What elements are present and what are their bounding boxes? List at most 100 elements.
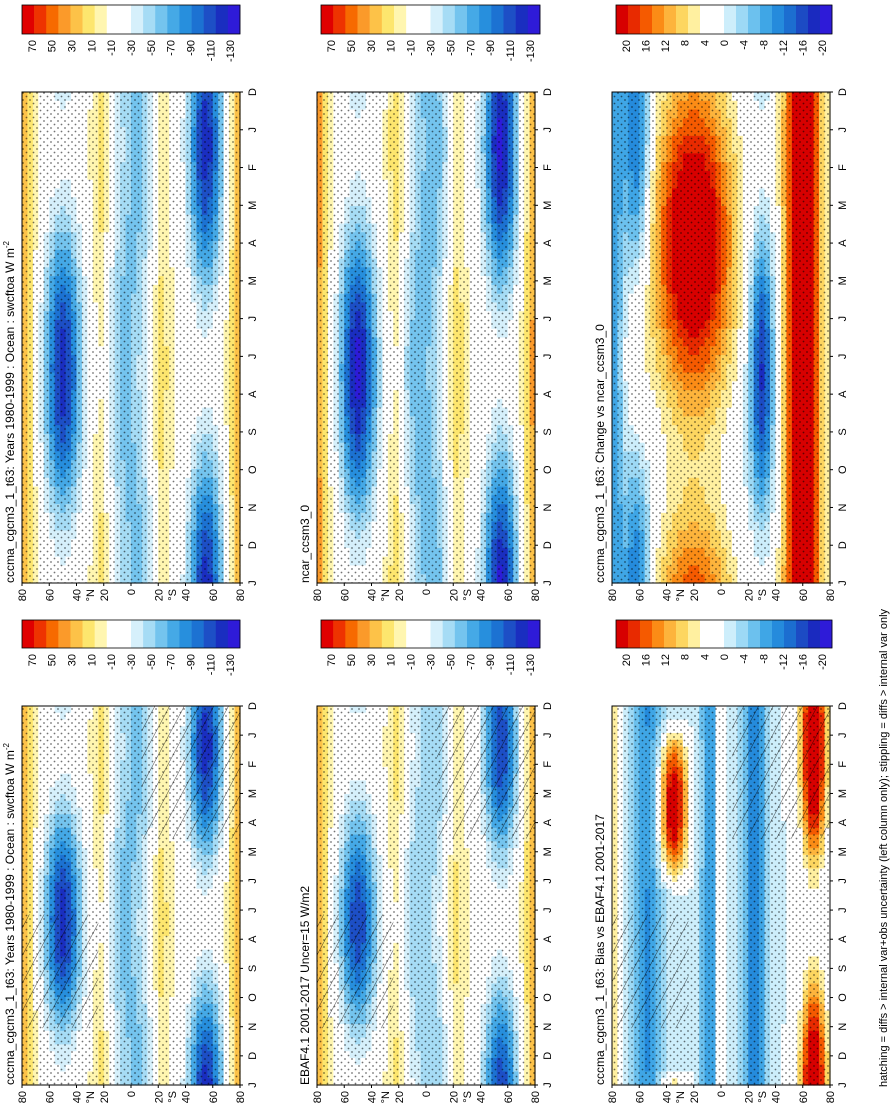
colorbar-label: 70	[27, 654, 39, 666]
colorbar-swatch	[215, 620, 229, 648]
month-tick-label: J	[247, 1082, 259, 1088]
colorbar-label: -50	[146, 40, 158, 56]
stippling-overlay	[22, 92, 240, 583]
month-tick-label: N	[247, 503, 259, 511]
colorbar-swatch	[155, 5, 168, 34]
month-tick-label: S	[247, 428, 259, 435]
colorbar-label: 30	[67, 40, 79, 52]
month-tick-label: F	[247, 164, 259, 171]
month-tick-label: D	[247, 702, 259, 710]
month-tick-label: M	[247, 847, 259, 856]
month-tick-label: A	[247, 818, 259, 826]
colorbar-swatch	[106, 620, 120, 648]
colorbar-label: -110	[205, 654, 217, 675]
colorbar-swatch	[131, 5, 144, 34]
colorbar-label: 70	[27, 40, 39, 52]
lat-tick-label: °N	[85, 589, 97, 601]
lat-tick-label: 80	[235, 1091, 247, 1103]
colorbar-swatch	[227, 5, 241, 34]
colorbar-label: -130	[225, 654, 237, 676]
lat-tick-label: 80	[17, 1091, 29, 1103]
colorbar-label: -30	[126, 654, 138, 670]
lat-tick-label: 0	[126, 589, 138, 595]
colorbar-swatch	[143, 5, 156, 34]
colorbar-label: -10	[106, 40, 118, 56]
colorbar-swatch	[131, 620, 144, 648]
lat-tick-label: 60	[208, 589, 220, 601]
month-tick-label: M	[247, 789, 259, 798]
lat-tick-label: 60	[44, 589, 56, 601]
lat-tick-label: 60	[44, 1091, 56, 1103]
month-tick-label: M	[247, 201, 259, 210]
panel-r1c1: 80 60 40 °N 20 0 20 °S 40 60 80DJFMAMJJASONDJcccma…	[2, 619, 259, 1103]
colorbar-swatch	[22, 5, 35, 34]
month-tick-label: A	[247, 390, 259, 398]
colorbar-swatch	[46, 5, 59, 34]
lat-tick-label: 60	[208, 1091, 220, 1103]
colorbar-swatch	[34, 620, 47, 648]
colorbar-swatch	[58, 5, 71, 34]
colorbar: 70 50 30 10 -10 -30 -50 -70 -90 -110 -130	[21, 4, 241, 62]
panel-r2c1: 80 60 40 °N 20 0 20 °S 40 60 80DJFMAMJJASONDJEBAF4…	[298, 619, 554, 1103]
colorbar-swatch	[46, 620, 59, 648]
colorbar-label: -70	[166, 654, 178, 670]
colorbar-swatch	[70, 5, 83, 34]
colorbar-swatch	[179, 620, 192, 648]
colorbar-swatch	[179, 5, 192, 34]
month-tick-label: J	[247, 580, 259, 586]
units-exponent: -2	[2, 240, 11, 248]
month-tick-label: N	[247, 1023, 259, 1031]
lat-tick-label: 40	[181, 1091, 193, 1103]
month-tick-label: J	[247, 127, 259, 133]
colorbar-label: 10	[86, 654, 98, 666]
colorbar-label: 50	[47, 40, 59, 52]
lat-tick-label: 20	[153, 589, 165, 601]
colorbar-swatch	[94, 5, 108, 34]
lat-tick-label: °N	[85, 1091, 97, 1103]
colorbar-swatch	[70, 620, 83, 648]
colorbar-label: -130	[225, 40, 237, 62]
colorbar-label: 10	[86, 40, 98, 52]
lat-tick-label: 40	[72, 589, 84, 601]
panel-r1c2: 80 60 40 °N 20 0 20 °S 40 60 80DJFMAMJJASONDJcccma…	[2, 4, 259, 601]
colorbar-swatch	[191, 620, 204, 648]
month-tick-label: O	[247, 993, 259, 1002]
month-tick-label: F	[247, 761, 259, 768]
month-tick-label: D	[247, 1052, 259, 1060]
month-tick-label: D	[247, 88, 259, 96]
month-tick-label: A	[247, 239, 259, 247]
lat-tick-label: °S	[167, 1091, 179, 1103]
lat-tick-label: 20	[99, 1091, 111, 1103]
month-tick-label: J	[247, 907, 259, 913]
month-tick-label: D	[247, 541, 259, 549]
units-exponent: -2	[2, 742, 11, 750]
colorbar-swatch	[118, 5, 132, 34]
colorbar-label: -90	[186, 654, 198, 670]
colorbar-label: -30	[126, 40, 138, 56]
lat-tick-label: 40	[72, 1091, 84, 1103]
colorbar-swatch	[106, 5, 120, 34]
colorbar-label: -90	[186, 40, 198, 56]
colorbar-swatch	[203, 620, 217, 648]
colorbar-swatch	[203, 5, 217, 34]
colorbar-swatch	[215, 5, 229, 34]
colorbar: 70 50 30 10 -10 -30 -50 -70 -90 -110 -130	[21, 619, 241, 676]
colorbar-swatch	[155, 620, 168, 648]
lat-tick-label: 0	[126, 1091, 138, 1097]
colorbar-label: -70	[166, 40, 178, 56]
lat-tick-label: 80	[17, 589, 29, 601]
panel-title: cccma_cgcm3_1_t63: Years 1980-1999 : Oce…	[2, 742, 17, 1085]
colorbar-swatch	[94, 620, 108, 648]
hatching-overlay	[141, 706, 240, 839]
colorbar-label: -50	[146, 654, 158, 670]
panel-title: cccma_cgcm3_1_t63: Years 1980-1999 : Oce…	[2, 240, 17, 583]
colorbar-swatch	[58, 620, 71, 648]
colorbar-label: -110	[205, 40, 217, 61]
colorbar-swatch	[82, 620, 95, 648]
hatching-overlay	[22, 914, 99, 1029]
month-tick-label: J	[247, 878, 259, 884]
colorbar-swatch	[118, 620, 132, 648]
colorbar-swatch	[167, 620, 180, 648]
colorbar-swatch	[82, 5, 95, 34]
